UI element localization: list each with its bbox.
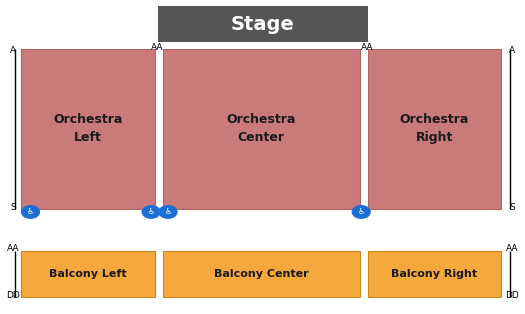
Text: S: S	[509, 203, 514, 212]
Text: Balcony Center: Balcony Center	[214, 269, 309, 279]
Text: AA: AA	[7, 244, 19, 252]
Text: DD: DD	[505, 291, 519, 300]
Text: Balcony Right: Balcony Right	[391, 269, 478, 279]
Ellipse shape	[352, 206, 370, 218]
Text: AA: AA	[506, 244, 518, 252]
FancyBboxPatch shape	[163, 49, 360, 209]
FancyBboxPatch shape	[21, 49, 155, 209]
Text: AA: AA	[361, 43, 374, 51]
Text: A: A	[509, 46, 515, 55]
Text: DD: DD	[6, 291, 20, 300]
Text: ♿: ♿	[148, 208, 155, 216]
Text: A: A	[10, 46, 16, 55]
FancyBboxPatch shape	[158, 6, 368, 42]
Text: ♿: ♿	[164, 208, 172, 216]
Text: ♿: ♿	[358, 208, 365, 216]
Ellipse shape	[159, 206, 177, 218]
Ellipse shape	[22, 206, 39, 218]
Text: Balcony Left: Balcony Left	[49, 269, 127, 279]
Text: Orchestra
Center: Orchestra Center	[226, 113, 296, 144]
Ellipse shape	[142, 206, 160, 218]
Text: Orchestra
Left: Orchestra Left	[53, 113, 123, 144]
Text: Stage: Stage	[230, 15, 295, 34]
FancyBboxPatch shape	[368, 49, 501, 209]
FancyBboxPatch shape	[163, 251, 360, 297]
Text: AA: AA	[151, 43, 164, 51]
FancyBboxPatch shape	[21, 251, 155, 297]
FancyBboxPatch shape	[368, 251, 501, 297]
Text: S: S	[10, 203, 16, 212]
Text: ♿: ♿	[27, 208, 34, 216]
Text: Orchestra
Right: Orchestra Right	[400, 113, 469, 144]
